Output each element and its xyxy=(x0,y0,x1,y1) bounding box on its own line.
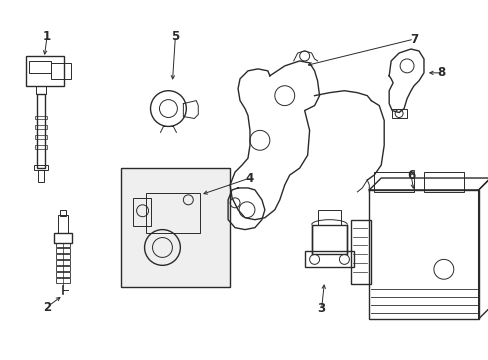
Bar xyxy=(29,61,51,73)
Bar xyxy=(351,220,370,284)
Bar xyxy=(56,260,70,265)
Bar xyxy=(304,251,354,267)
Bar xyxy=(35,145,47,149)
Bar xyxy=(36,86,46,94)
Text: 2: 2 xyxy=(43,301,51,314)
Bar xyxy=(56,266,70,271)
Bar xyxy=(56,248,70,253)
Bar xyxy=(60,210,66,216)
Bar xyxy=(54,233,72,243)
Bar xyxy=(35,125,47,129)
Bar xyxy=(132,198,150,226)
Bar xyxy=(37,94,45,168)
Text: 6: 6 xyxy=(406,168,414,181)
Bar xyxy=(56,272,70,277)
Bar xyxy=(26,56,64,86)
Bar xyxy=(423,172,463,192)
Bar xyxy=(56,278,70,283)
Text: 5: 5 xyxy=(171,30,179,42)
Text: 8: 8 xyxy=(437,66,445,79)
Bar xyxy=(35,135,47,139)
Bar xyxy=(38,170,44,182)
Bar xyxy=(145,193,200,233)
Bar xyxy=(317,210,341,225)
Bar xyxy=(56,255,70,260)
Text: 7: 7 xyxy=(409,33,417,46)
Bar xyxy=(368,190,478,319)
Text: 3: 3 xyxy=(317,302,325,315)
Bar xyxy=(34,165,48,170)
Bar xyxy=(391,109,406,118)
Bar xyxy=(51,63,71,79)
Bar xyxy=(311,225,346,255)
Bar xyxy=(35,116,47,120)
Text: 1: 1 xyxy=(43,30,51,42)
Bar xyxy=(56,243,70,247)
Text: 4: 4 xyxy=(245,171,254,185)
Bar xyxy=(121,168,230,287)
Bar xyxy=(58,215,68,233)
Bar xyxy=(373,172,413,192)
